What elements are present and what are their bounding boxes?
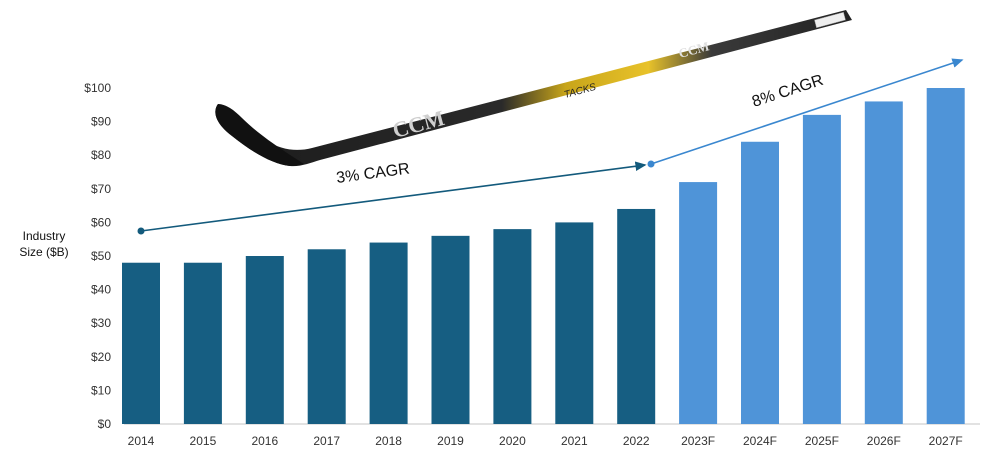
y-tick-label: $20	[91, 350, 111, 364]
bar-2014	[122, 262, 160, 424]
start-dot-icon	[137, 227, 145, 235]
y-tick-label: $10	[91, 383, 111, 397]
bar-2018	[369, 242, 408, 424]
x-tick-label: 2027F	[929, 434, 963, 448]
y-axis-title-line1: Industry	[23, 229, 66, 243]
cagr-8pct-label: 8% CAGR	[750, 72, 825, 111]
y-tick-label: $60	[91, 215, 111, 229]
y-tick-label: $50	[91, 249, 111, 263]
x-tick-label: 2024F	[743, 434, 777, 448]
y-tick-label: $70	[91, 182, 111, 196]
bar-2015	[183, 262, 222, 424]
bar-2022	[617, 208, 656, 424]
x-tick-label: 2017	[313, 434, 340, 448]
y-tick-label: $90	[91, 115, 111, 129]
bar-2024F	[741, 141, 779, 424]
y-tick-label: $100	[84, 81, 111, 95]
x-tick-label: 2020	[499, 434, 526, 448]
x-tick-label: 2015	[190, 434, 217, 448]
bar-2019	[431, 235, 470, 424]
bar-2021	[555, 222, 594, 424]
stick-brand-text: CCM	[390, 105, 447, 143]
x-tick-label: 2018	[375, 434, 402, 448]
x-axis: 2014 2015 2016 2017 2018 2019 2020 2021 2022 2023…	[128, 434, 963, 448]
y-tick-label: $0	[98, 417, 112, 431]
x-tick-label: 2023F	[681, 434, 715, 448]
x-tick-label: 2016	[251, 434, 278, 448]
cagr-3pct-label: 3% CAGR	[335, 160, 410, 186]
bar-2023F	[679, 182, 718, 424]
x-tick-label: 2025F	[805, 434, 839, 448]
x-tick-label: 2019	[437, 434, 464, 448]
y-tick-label: $30	[91, 316, 111, 330]
x-tick-label: 2014	[128, 434, 155, 448]
bar-2025F	[802, 114, 841, 424]
mid-dot-icon	[647, 160, 655, 168]
bar-2027F	[926, 88, 965, 424]
y-tick-label: $40	[91, 283, 111, 297]
bar-2016	[245, 256, 284, 424]
x-tick-label: 2026F	[867, 434, 901, 448]
y-axis-title-line2: Size ($B)	[19, 245, 68, 259]
x-tick-label: 2022	[623, 434, 650, 448]
barcode-label	[814, 11, 846, 29]
bar-2026F	[864, 101, 903, 424]
bar-series	[122, 88, 965, 424]
bar-2017	[307, 249, 346, 424]
y-tick-label: $80	[91, 148, 111, 162]
bar-2020	[493, 229, 532, 424]
y-axis: $0 $10 $20 $30 $40 $50 $60 $70 $80 $90 $100	[84, 81, 111, 431]
x-tick-label: 2021	[561, 434, 588, 448]
